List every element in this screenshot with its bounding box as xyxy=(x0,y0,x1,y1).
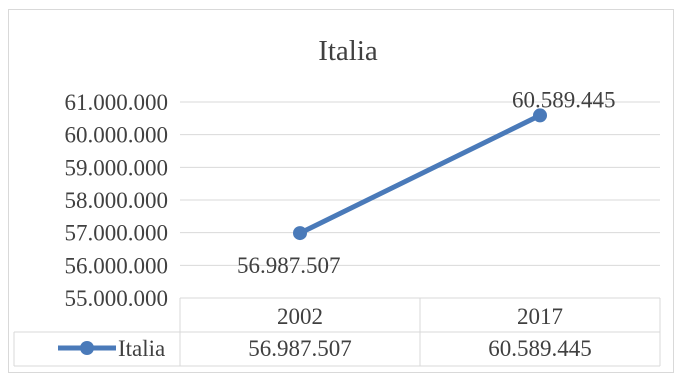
data-point xyxy=(533,108,547,123)
y-tick-label: 61.000.000 xyxy=(65,90,169,115)
y-tick-label: 56.000.000 xyxy=(65,253,169,278)
y-tick-label: 59.000.000 xyxy=(65,155,169,180)
data-label: 56.987.507 xyxy=(237,253,341,278)
x-category-label: 2017 xyxy=(517,304,563,329)
series-line xyxy=(297,112,543,236)
y-tick-label: 57.000.000 xyxy=(65,221,169,246)
legend-series-name: Italia xyxy=(118,336,165,361)
data-label: 60.589.445 xyxy=(512,87,616,112)
y-tick-label: 58.000.000 xyxy=(65,188,169,213)
y-tick-label: 60.000.000 xyxy=(65,123,169,148)
y-tick-label: 55.000.000 xyxy=(65,286,169,311)
chart-title: Italia xyxy=(318,35,378,67)
legend-point-marker xyxy=(80,341,94,355)
x-category-label: 2002 xyxy=(277,304,323,329)
data-point xyxy=(293,226,307,241)
table-value-cell: 60.589.445 xyxy=(488,336,592,361)
table-value-cell: 56.987.507 xyxy=(248,336,352,361)
chart-area xyxy=(8,9,674,373)
